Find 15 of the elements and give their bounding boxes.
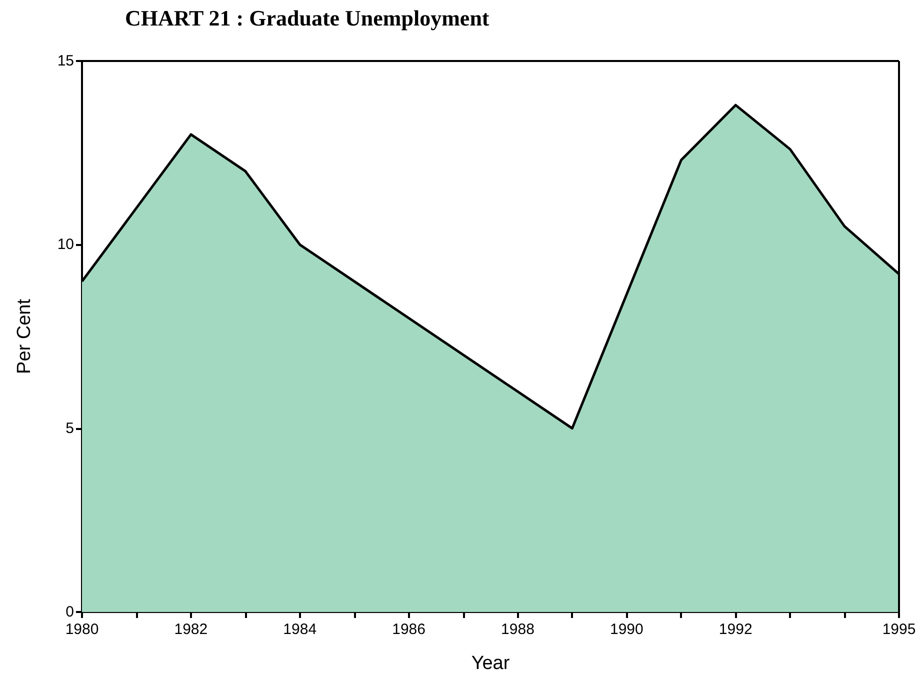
y-tick-label: 5 [66, 420, 74, 437]
chart-title: CHART 21 : Graduate Unemployment [125, 6, 490, 30]
x-tick-label: 1995 [882, 621, 916, 638]
x-tick-label: 1982 [174, 621, 208, 638]
x-tick-label: 1992 [718, 621, 752, 638]
x-tick-label: 1984 [283, 621, 317, 638]
x-tick-label: 1980 [65, 621, 99, 638]
x-tick-label: 1986 [392, 621, 426, 638]
y-tick-label: 15 [57, 52, 74, 70]
y-tick-label: 0 [66, 604, 74, 620]
y-tick-label: 10 [57, 236, 74, 254]
x-tick-label: 1990 [610, 621, 644, 638]
y-axis-title: Per Cent [14, 298, 35, 374]
x-tick-label: 1988 [501, 621, 534, 638]
x-axis-title: Year [471, 653, 510, 674]
